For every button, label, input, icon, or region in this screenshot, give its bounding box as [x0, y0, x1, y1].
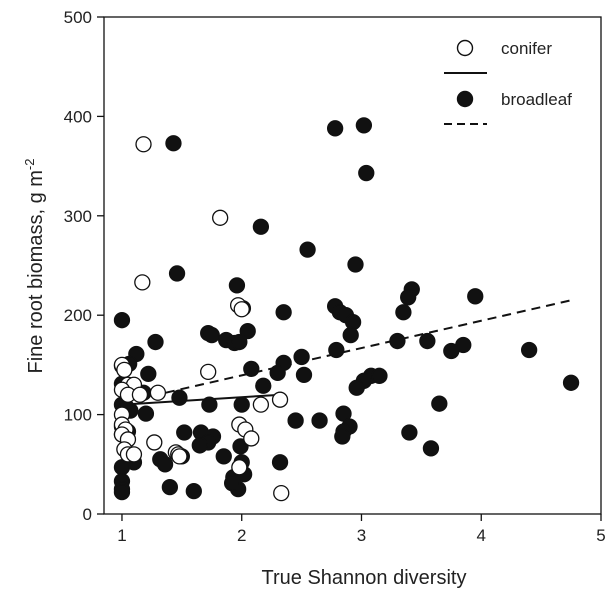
legend-broadleaf-label: broadleaf [501, 90, 572, 109]
x-axis-title: True Shannon diversity [262, 567, 467, 589]
fit-lines [121, 299, 572, 406]
broadleaf-point [215, 448, 232, 465]
broadleaf-point [334, 428, 351, 445]
broadleaf-point [562, 374, 580, 391]
broadleaf-point [395, 304, 412, 321]
y-tick-label: 0 [83, 505, 92, 524]
x-axis-ticks: 1 2 3 4 5 [117, 514, 606, 545]
broadleaf-point [113, 483, 131, 501]
broadleaf-point [358, 164, 375, 182]
broadleaf-point [228, 277, 246, 294]
conifer-point [146, 434, 163, 451]
legend-conifer-label: conifer [501, 39, 552, 58]
broadleaf-point [347, 256, 364, 273]
broadleaf-point [269, 364, 286, 382]
broadleaf-point [520, 341, 538, 359]
broadleaf-point [287, 412, 304, 429]
broadleaf-point [203, 326, 220, 344]
broadleaf-point [348, 379, 365, 396]
conifer-point [212, 209, 229, 226]
broadleaf-point [243, 360, 260, 378]
broadleaf-point [252, 218, 270, 235]
conifer-point [200, 363, 217, 381]
y-tick-label: 200 [64, 306, 92, 325]
broadleaf-point [168, 265, 186, 282]
broadleaf-point [113, 312, 131, 329]
conifer-point [116, 361, 133, 379]
broadleaf-point [389, 332, 406, 350]
conifer-point [131, 386, 149, 403]
conifer-point [233, 301, 250, 318]
broadleaf-point [223, 475, 241, 492]
conifer-point [125, 446, 143, 463]
broadleaf-point [161, 479, 179, 496]
legend: conifer broadleaf [444, 39, 572, 125]
broadleaf-point [401, 424, 418, 441]
broadleaf-point [232, 438, 249, 455]
broadleaf-point [355, 117, 373, 134]
broadleaf-point [342, 326, 359, 344]
x-tick-label: 2 [237, 526, 246, 545]
broadleaf-point [231, 333, 248, 351]
broadleaf-point [176, 424, 193, 441]
broadleaf-point [271, 454, 289, 471]
x-tick-label: 5 [596, 526, 605, 545]
broadleaf-point [191, 437, 208, 454]
broadleaf-point [328, 341, 345, 359]
data-points [113, 117, 580, 502]
y-tick-label: 500 [64, 8, 92, 27]
broadleaf-point [295, 366, 313, 383]
broadleaf-point [400, 289, 417, 306]
broadleaf-point [293, 348, 310, 366]
conifer-point [273, 484, 290, 502]
conifer-point [171, 448, 188, 465]
broadleaf-point [443, 342, 460, 360]
broadleaf-point [299, 241, 316, 258]
plot-frame [103, 16, 602, 515]
y-tick-label: 100 [64, 406, 92, 425]
y-tick-label: 300 [64, 207, 92, 226]
y-axis-title-superscript: -2 [22, 159, 37, 171]
broadleaf-point [326, 120, 344, 137]
broadleaf-point [422, 440, 440, 457]
conifer-point [134, 274, 151, 291]
broadleaf-point [275, 304, 292, 321]
conifer-point [271, 391, 289, 408]
broadleaf-point [431, 395, 448, 412]
conifer-point [252, 396, 270, 413]
legend-broadleaf-marker [456, 90, 474, 108]
broadleaf-point [156, 456, 174, 473]
conifer-point [135, 136, 152, 153]
broadleaf-point [467, 288, 484, 305]
conifer-point [149, 384, 167, 401]
broadleaf-point [201, 396, 218, 413]
x-tick-label: 3 [357, 526, 366, 545]
broadleaf-point [419, 332, 436, 350]
broadleaf-fit-line [121, 299, 572, 404]
broadleaf-point [147, 333, 164, 351]
broadleaf-point [185, 482, 202, 500]
broadleaf-point [239, 322, 256, 340]
broadleaf-point [255, 377, 272, 394]
conifer-fit-line [121, 393, 282, 406]
broadleaf-point [233, 396, 250, 413]
broadleaf-point [140, 365, 157, 382]
plot-area-border [103, 16, 602, 515]
broadleaf-point [371, 367, 388, 384]
x-tick-label: 4 [477, 526, 486, 545]
y-tick-label: 400 [64, 107, 92, 126]
y-axis-ticks: 0 100 200 300 400 500 [64, 8, 104, 524]
broadleaf-point [311, 412, 328, 429]
x-tick-label: 1 [117, 526, 126, 545]
broadleaf-point [171, 389, 188, 406]
broadleaf-point [137, 405, 155, 422]
broadleaf-point [165, 135, 182, 152]
legend-conifer-marker [456, 39, 474, 57]
y-axis-title: Fine root biomass, g m-2 [22, 159, 47, 374]
y-axis-title-main: Fine root biomass, g m [25, 170, 47, 373]
conifer-point [243, 430, 260, 447]
conifer-point [231, 459, 248, 476]
